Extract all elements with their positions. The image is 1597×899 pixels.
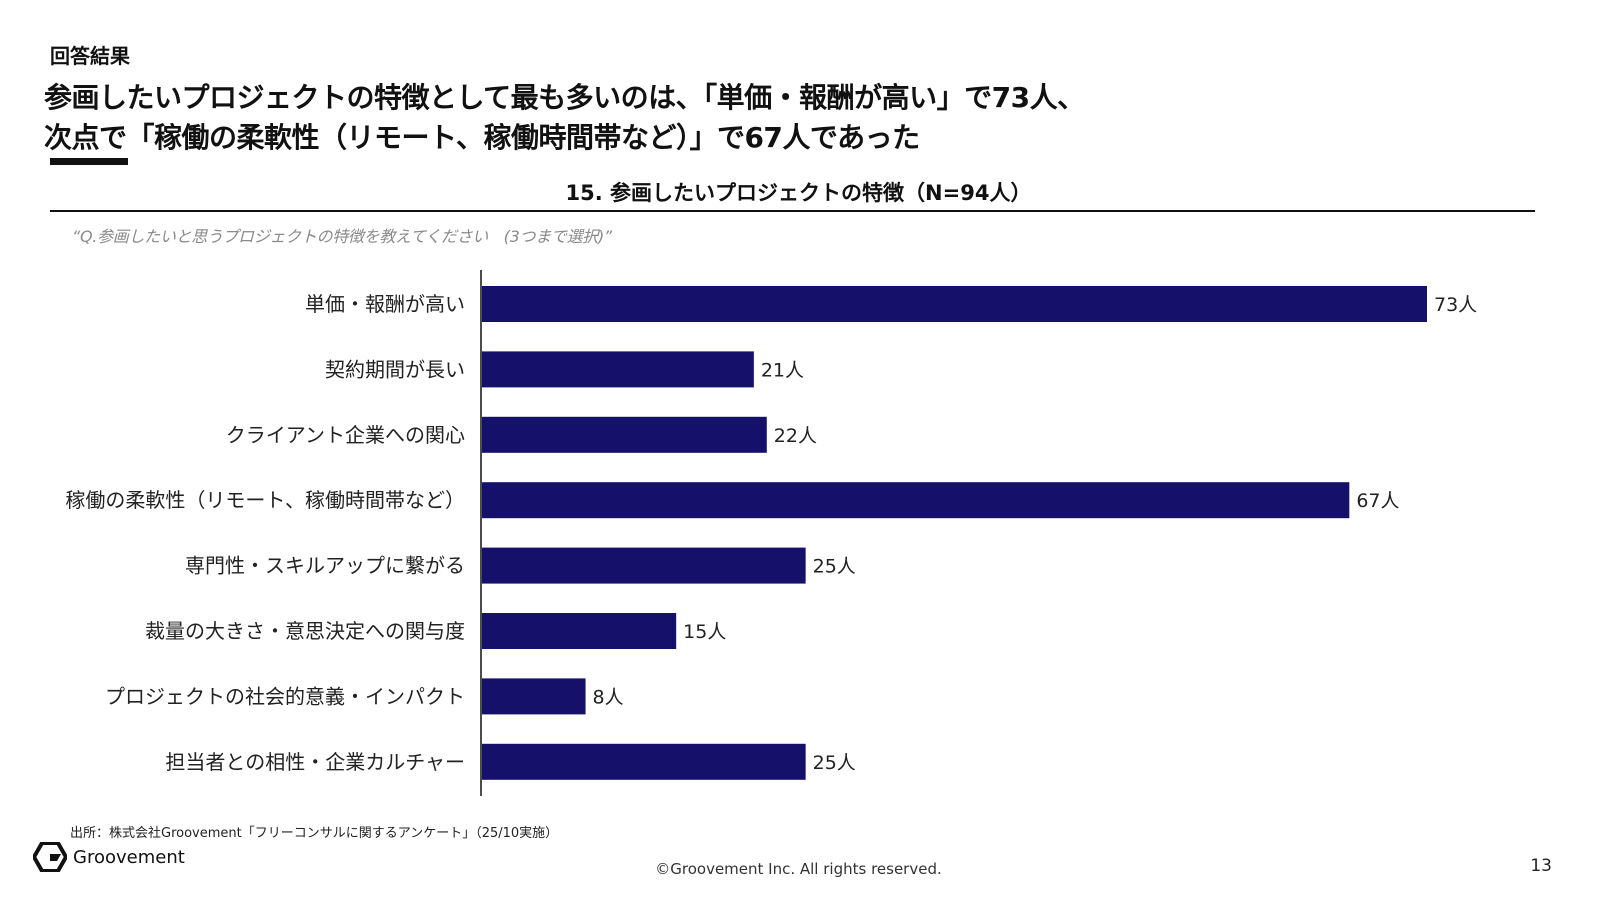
category-label-4: 専門性・スキルアップに繋がる	[185, 554, 465, 578]
survey-question: “Q.参画したいと思うプロジェクトの特徴を教えてください (3つまで選択)”	[72, 227, 612, 246]
value-label-7: 25人	[813, 752, 856, 774]
copyright: ©Groovement Inc. All rights reserved.	[655, 860, 942, 878]
value-label-0: 73人	[1434, 294, 1477, 316]
bar-3	[482, 482, 1350, 519]
chart-title: 15. 参画したいプロジェクトの特徴（N=94人）	[565, 181, 1032, 205]
value-label-2: 22人	[774, 425, 817, 447]
category-label-6: プロジェクトの社会的意義・インパクト	[105, 684, 465, 708]
title-divider	[50, 210, 1535, 212]
groovement-logo-icon	[33, 842, 67, 872]
bar-1	[482, 351, 754, 388]
value-label-1: 21人	[761, 359, 804, 381]
bar-4	[482, 547, 806, 584]
source-note: 出所：株式会社Groovement「フリーコンサルに関するアンケート」（25/1…	[70, 826, 559, 841]
section-label: 回答結果	[50, 44, 130, 68]
value-label-6: 8人	[593, 686, 624, 708]
category-label-7: 担当者との相性・企業カルチャー	[165, 750, 465, 774]
headline-line-1: 参画したいプロジェクトの特徴として最も多いのは、「単価・報酬が高い」で73人、	[44, 81, 1085, 114]
bar-2	[482, 416, 767, 453]
page-number: 13	[1530, 856, 1552, 876]
category-label-3: 稼働の柔軟性（リモート、稼働時間帯など）	[65, 488, 465, 512]
bar-6	[482, 678, 586, 715]
bar-0	[482, 286, 1427, 322]
value-label-4: 25人	[813, 556, 856, 578]
bar-7	[482, 743, 806, 780]
headline-underline-accent	[50, 158, 128, 165]
logo-text: Groovement	[73, 846, 185, 868]
value-label-5: 15人	[683, 621, 726, 643]
company-logo: Groovement	[33, 842, 185, 872]
bar-5	[482, 613, 677, 649]
headline: 参画したいプロジェクトの特徴として最も多いのは、「単価・報酬が高い」で73人、 …	[44, 78, 1085, 158]
headline-line-2: 次点で「稼働の柔軟性（リモート、稼働時間帯など）」で67人であった	[44, 121, 920, 154]
category-label-5: 裁量の大きさ・意思決定への関与度	[145, 619, 465, 643]
value-label-3: 67人	[1356, 490, 1399, 512]
category-label-0: 単価・報酬が高い	[305, 292, 465, 316]
category-label-1: 契約期間が長い	[325, 357, 465, 381]
category-label-2: クライアント企業への関心	[226, 423, 465, 447]
